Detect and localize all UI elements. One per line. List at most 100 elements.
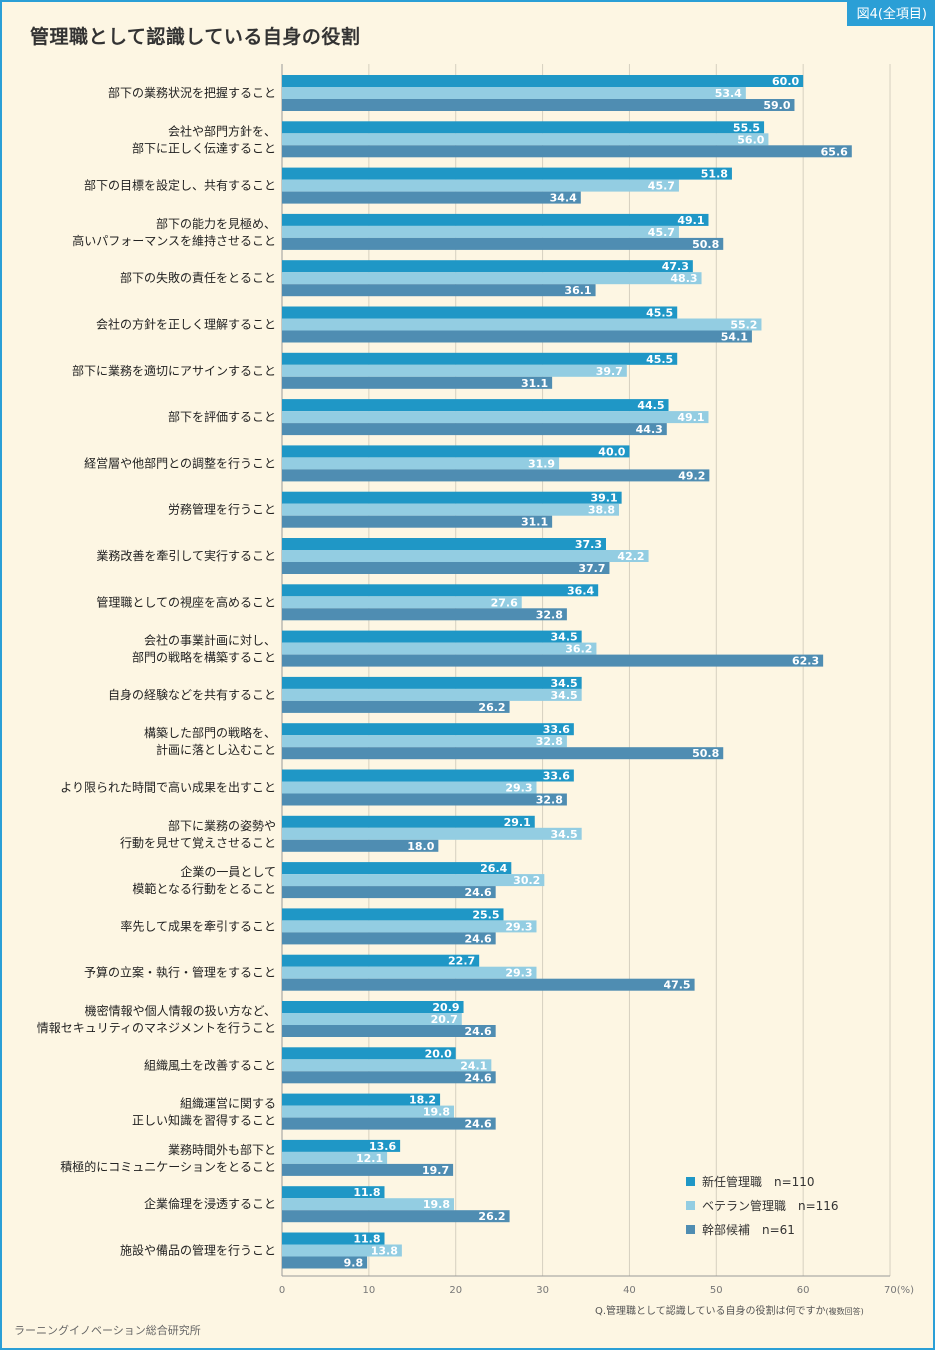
data-label: 18.2 [409, 1094, 436, 1107]
data-label: 24.6 [465, 1071, 492, 1084]
bar-new-manager [282, 75, 804, 87]
data-label: 39.1 [590, 492, 617, 505]
question-note: (複数回答) [825, 1307, 864, 1316]
bar-executive-candidate [282, 330, 752, 343]
data-label: 62.3 [792, 655, 819, 668]
data-label: 22.7 [448, 955, 475, 968]
bar-new-manager [282, 584, 599, 597]
bar-veteran-manager [282, 272, 702, 285]
category-label: 部下の失敗の責任をとること [120, 270, 276, 285]
data-label: 32.8 [536, 794, 563, 807]
data-label: 36.2 [565, 643, 592, 656]
bar-executive-candidate [282, 700, 510, 713]
data-label: 26.4 [480, 862, 507, 875]
bar-veteran-manager [282, 1151, 388, 1164]
bar-new-manager [282, 260, 693, 273]
data-label: 20.7 [431, 1013, 458, 1026]
bar-new-manager [282, 1186, 385, 1199]
data-label: 12.1 [356, 1152, 383, 1165]
category-label: 部下の能力を見極め、 [156, 216, 276, 231]
bar-executive-candidate [282, 1163, 454, 1176]
survey-question: Q.管理職として認識している自身の役割は何ですか(複数回答) [595, 1302, 864, 1317]
x-tick-label: 40 [623, 1285, 636, 1296]
data-label: 13.8 [371, 1245, 398, 1258]
data-label: 48.3 [670, 272, 697, 285]
bar-executive-candidate [282, 469, 710, 482]
bar-executive-candidate [282, 747, 724, 760]
bar-new-manager [282, 908, 504, 921]
category-label: 行動を見せて覚えさせること [120, 836, 276, 850]
bar-veteran-manager [282, 179, 679, 192]
category-label: 機密情報や個人情報の扱い方など、 [85, 1003, 276, 1018]
data-label: 39.7 [596, 365, 623, 378]
data-label: 18.0 [407, 840, 434, 853]
bar-new-manager [282, 491, 622, 504]
x-tick-label: 0 [279, 1285, 285, 1296]
chart-title: 管理職として認識している自身の役割 [30, 26, 361, 48]
category-label: 企業倫理を浸透すること [144, 1196, 276, 1211]
x-tick-label: 30 [536, 1285, 549, 1296]
data-label: 27.6 [491, 596, 518, 609]
bar-veteran-manager [282, 457, 560, 470]
category-label: 部下に業務の姿勢や [168, 818, 276, 833]
data-label: 24.6 [465, 932, 492, 945]
bar-veteran-manager [282, 642, 597, 655]
bar-veteran-manager [282, 225, 679, 238]
category-label: 企業の一員として [180, 864, 276, 879]
figure-badge: 図4(全項目) [846, 0, 935, 26]
category-label: 情報セキュリティのマネジメントを行うこと [37, 1021, 276, 1035]
bar-veteran-manager [282, 133, 769, 146]
category-label: 積極的にコミュニケーションをとること [60, 1159, 276, 1174]
category-label: 労務管理を行うこと [168, 502, 276, 517]
bar-executive-candidate [282, 1256, 368, 1269]
data-label: 31.1 [521, 516, 548, 529]
bar-new-manager [282, 1001, 464, 1013]
bar-executive-candidate [282, 932, 496, 945]
category-label: 部下に業務を適切にアサインすること [72, 363, 276, 378]
data-label: 34.4 [550, 192, 577, 205]
data-label: 51.8 [701, 168, 728, 181]
category-label: 高いパフォーマンスを維持させること [72, 233, 276, 248]
bar-executive-candidate [282, 1071, 496, 1084]
category-label: 業務時間外も部下と [168, 1142, 276, 1157]
data-label: 47.5 [663, 979, 690, 992]
x-tick-label: 70(%) [884, 1285, 914, 1296]
data-label: 9.8 [344, 1257, 364, 1270]
data-label: 50.8 [692, 238, 719, 251]
data-label: 42.2 [617, 550, 644, 563]
bar-new-manager [282, 306, 678, 319]
legend-label: 幹部候補 n=61 [702, 1222, 795, 1237]
bar-new-manager [282, 723, 574, 736]
data-label: 47.3 [662, 260, 689, 273]
bar-veteran-manager [282, 781, 537, 794]
x-tick-label: 20 [449, 1285, 462, 1296]
legend-label: ベテラン管理職 n=116 [702, 1198, 839, 1213]
data-label: 33.6 [543, 723, 570, 736]
data-label: 44.3 [636, 423, 663, 436]
data-label: 19.8 [423, 1198, 450, 1211]
data-label: 26.2 [478, 1210, 505, 1223]
category-label: 会社の方針を正しく理解すること [96, 317, 276, 332]
category-label: 組織運営に関する [180, 1097, 276, 1111]
data-label: 29.1 [504, 816, 531, 829]
bar-veteran-manager [282, 503, 620, 516]
bar-veteran-manager [282, 596, 522, 609]
data-label: 45.7 [648, 226, 675, 239]
category-label: 部下の目標を設定し、共有すること [84, 178, 276, 193]
category-label: 正しい知識を習得すること [132, 1113, 276, 1128]
bar-veteran-manager [282, 364, 627, 377]
data-label: 37.3 [575, 538, 602, 551]
data-label: 20.9 [432, 1001, 459, 1014]
x-tick-label: 50 [710, 1285, 723, 1296]
data-label: 34.5 [551, 677, 578, 690]
data-label: 65.6 [821, 145, 848, 158]
bar-executive-candidate [282, 145, 852, 158]
bar-executive-candidate [282, 99, 795, 111]
bar-new-manager [282, 954, 480, 967]
bar-executive-candidate [282, 793, 567, 806]
data-label: 45.7 [648, 180, 675, 193]
bar-executive-candidate [282, 376, 553, 389]
bar-new-manager [282, 630, 582, 643]
legend-swatch [686, 1201, 695, 1210]
data-label: 38.8 [588, 504, 615, 517]
